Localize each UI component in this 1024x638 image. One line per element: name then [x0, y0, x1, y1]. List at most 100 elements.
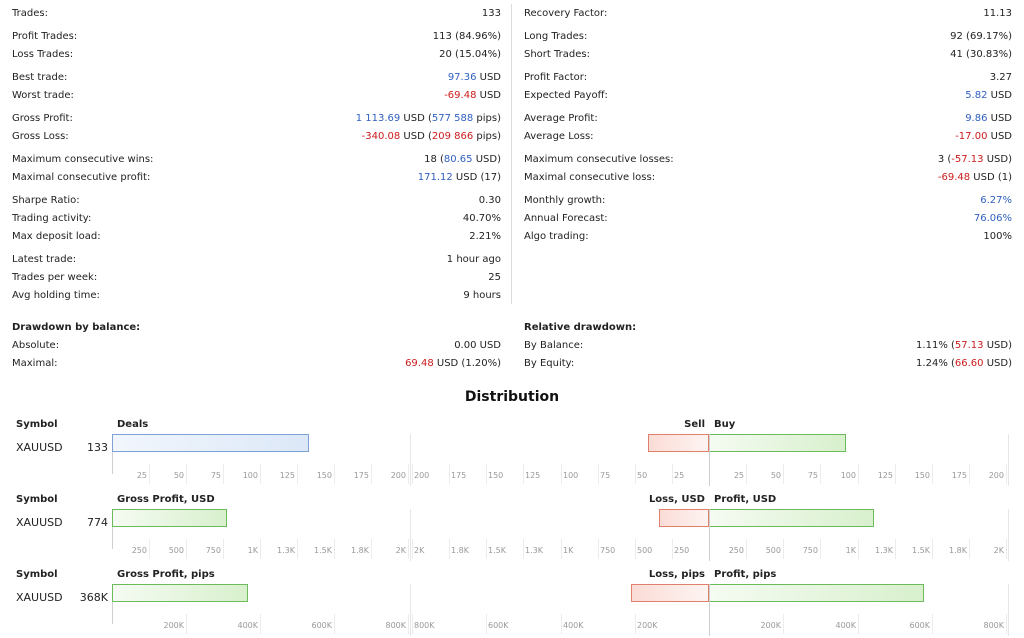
tick-mark — [858, 464, 859, 484]
neg-header: Loss, pips — [648, 569, 705, 580]
tick-mark — [598, 539, 599, 559]
tick-mark — [746, 464, 747, 484]
stat-row: Sharpe Ratio: 0.30 — [12, 194, 501, 208]
stat-value: -69.48 USD (1) — [938, 171, 1012, 185]
tick-label: 2K — [993, 546, 1004, 555]
stat-row: Maximal consecutive profit: 171.12 USD (1… — [12, 171, 501, 185]
stat-label: Profit Factor: — [524, 72, 588, 83]
tick-mark — [371, 464, 372, 484]
stat-value: 2.21% — [469, 230, 501, 244]
tick-label: 200K — [637, 621, 658, 630]
mid-divider — [410, 434, 411, 486]
stat-label: Maximum consecutive losses: — [524, 154, 674, 165]
left-bar — [112, 584, 248, 602]
value-part: 11.13 — [983, 8, 1012, 19]
value-part: 66.60 — [954, 358, 984, 369]
drawdown-label: Absolute: — [12, 340, 60, 351]
zero-axis — [709, 584, 710, 636]
pos-bar — [709, 584, 924, 602]
stat-label: Annual Forecast: — [524, 213, 608, 224]
value-part: 1 hour ago — [446, 254, 501, 265]
tick-label: 1.5K — [912, 546, 930, 555]
tick-mark — [260, 614, 261, 634]
stat-label: Sharpe Ratio: — [12, 195, 80, 206]
tick-label: 250 — [131, 546, 147, 555]
value-part: 25 — [488, 272, 501, 283]
value-part: 2.21% — [469, 231, 501, 242]
stat-value: 1 113.69 USD (577 588 pips) — [356, 112, 501, 126]
stat-label: Monthly growth: — [524, 195, 606, 206]
tick-mark — [297, 539, 298, 559]
tick-mark — [932, 614, 933, 634]
distribution-block: Symbol XAUUSD 774 Gross Profit, USD 250 500 75… — [0, 494, 1024, 569]
value-part: 5.82 — [965, 90, 988, 101]
stat-value: 133 — [482, 7, 501, 21]
tick-label: 150 — [914, 471, 930, 480]
value-part: 1 113.69 — [355, 113, 401, 124]
stat-value: 1 hour ago — [447, 253, 501, 267]
tick-mark — [408, 464, 409, 484]
value-part: USD — [987, 90, 1012, 101]
tick-label: 200 — [988, 471, 1004, 480]
drawdown-title: Relative drawdown: — [524, 321, 1012, 335]
tick-label: 1.5K — [488, 546, 506, 555]
left-bar — [112, 434, 309, 452]
symbol-total: 774 — [87, 516, 108, 529]
tick-label: 500 — [765, 546, 781, 555]
value-part: 20 (15.04%) — [439, 49, 501, 60]
stats-divider — [511, 4, 512, 304]
drawdown-label: By Balance: — [524, 340, 584, 351]
value-part: USD (1) — [970, 172, 1012, 183]
tick-label: 175 — [951, 471, 967, 480]
tick-mark — [523, 539, 524, 559]
stat-row: Worst trade: -69.48 USD — [12, 89, 501, 103]
tick-mark — [149, 539, 150, 559]
pos-bar — [709, 434, 846, 452]
tick-mark — [783, 464, 784, 484]
tick-mark — [449, 539, 450, 559]
left-chart-header: Deals — [117, 419, 149, 430]
value-part: 18 ( — [424, 154, 444, 165]
stat-row: Average Loss: -17.00 USD — [524, 130, 1012, 144]
tick-mark — [635, 464, 636, 484]
stat-row: Trades: 133 — [12, 7, 501, 21]
tick-label: 1.3K — [525, 546, 543, 555]
symbol-header: Symbol — [16, 494, 58, 505]
stat-row: Algo trading: 100% — [524, 230, 1012, 244]
value-part: pips) — [473, 113, 501, 124]
value-part: USD) — [983, 154, 1012, 165]
drawdown-row: Maximal: 69.48 USD (1.20%) — [12, 357, 501, 371]
tick-mark — [783, 614, 784, 634]
tick-mark — [932, 539, 933, 559]
tick-label: 175 — [451, 471, 467, 480]
tick-mark — [223, 464, 224, 484]
left-chart-header: Gross Profit, pips — [117, 569, 215, 580]
distribution-block: Symbol XAUUSD 133 Deals 25 50 75 100 125 150 175 20… — [0, 419, 1024, 494]
value-part: USD — [476, 72, 501, 83]
pos-bar — [709, 509, 874, 527]
left-bar — [112, 509, 227, 527]
stat-label: Trades: — [12, 8, 48, 19]
stat-label: Average Loss: — [524, 131, 594, 142]
tick-label: 250 — [674, 546, 690, 555]
tick-label: 100 — [242, 471, 258, 480]
tick-label: 600K — [488, 621, 509, 630]
tick-mark — [561, 614, 562, 634]
drawdown-title-text: Drawdown by balance: — [12, 322, 141, 333]
stat-row: Avg holding time: 9 hours — [12, 289, 501, 303]
stat-value: 41 (30.83%) — [950, 48, 1012, 62]
mid-divider — [410, 509, 411, 561]
distribution-title: Distribution — [464, 389, 560, 405]
symbol-value: XAUUSD — [16, 591, 63, 604]
tick-label: 1.8K — [451, 546, 469, 555]
tick-label: 200 — [390, 471, 406, 480]
tick-label: 25 — [674, 471, 685, 480]
symbol-header: Symbol — [16, 419, 58, 430]
tick-label: 50 — [173, 471, 184, 480]
drawdown-value: 69.48 USD (1.20%) — [405, 357, 501, 371]
value-part: 577 588 — [431, 113, 474, 124]
tick-label: 800K — [414, 621, 435, 630]
value-part: 0.30 — [478, 195, 501, 206]
right-divider — [1008, 584, 1009, 636]
tick-label: 25 — [136, 471, 147, 480]
